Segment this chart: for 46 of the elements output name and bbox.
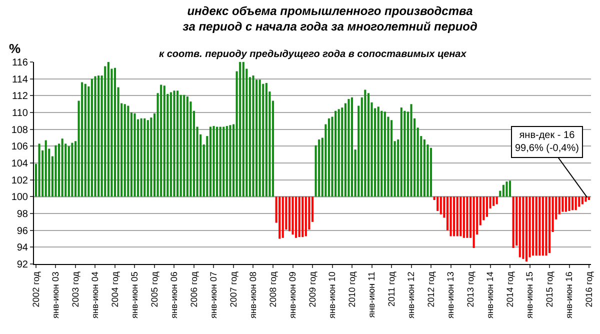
x-tick-label: 2007 год xyxy=(228,270,238,308)
x-tick-label: 2010 год xyxy=(346,270,357,308)
y-tick-label: 94 xyxy=(16,242,28,254)
x-tick-label: 2009 год xyxy=(307,270,318,308)
y-tick-label: 110 xyxy=(12,108,28,119)
x-tick-label: янв-июн 05 xyxy=(130,272,140,318)
x-tick-label: 2003 год xyxy=(70,270,80,308)
y-tick-label: 108 xyxy=(11,124,28,136)
y-tick-label: 104 xyxy=(11,158,28,170)
x-tick-label: янв-июн 07 xyxy=(208,272,219,318)
x-tick-label: янв-июн 09 xyxy=(288,272,298,318)
x-tick-label: 2014 год xyxy=(504,270,515,308)
x-tick-label: 2004 год xyxy=(110,270,120,308)
y-tick-label: 92 xyxy=(16,260,28,270)
x-tick-label: янв-июн 11 xyxy=(366,272,377,318)
x-tick-label: 2006 год xyxy=(188,270,199,308)
x-tick-label: янв-июн 16 xyxy=(564,272,574,318)
x-tick-label: 2015 год xyxy=(544,270,554,308)
x-tick-label: янв-июн 06 xyxy=(169,272,180,318)
y-tick-label: 100 xyxy=(11,192,28,204)
x-tick-label: 2008 год xyxy=(268,270,278,308)
chart-subtitle: к соотв. периоду предыдущего года в сопоставимых ценах xyxy=(159,49,467,60)
y-tick-label: 116 xyxy=(12,58,28,68)
x-tick-label: 2002 год xyxy=(30,270,41,308)
x-tick-label: 2013 год xyxy=(465,270,476,308)
x-tick-label: янв-июн 12 xyxy=(406,272,416,318)
y-tick-label: 106 xyxy=(11,142,28,153)
x-tick-label: янв-июн 03 xyxy=(50,272,61,318)
y-tick-label: 96 xyxy=(16,226,28,237)
chart-title: индекс объема промышленного производства за период с начала года за многолетний период xyxy=(182,4,478,34)
x-tick-label: янв-июн 15 xyxy=(524,272,535,318)
x-tick-label: 2005 год xyxy=(149,270,160,308)
y-axis-title: % xyxy=(9,41,21,56)
annotation: янв-дек - 16 99,6% (-0,4%) xyxy=(515,130,579,154)
x-tick-label: 2012 год xyxy=(426,270,436,308)
x-tick-label: янв-июн 08 xyxy=(248,272,258,318)
y-tick-label: 112 xyxy=(12,91,28,102)
x-tick-label: янв-июн 14 xyxy=(485,272,496,318)
y-tick-label: 114 xyxy=(12,74,28,86)
y-tick-label: 102 xyxy=(11,175,28,186)
x-tick-label: 2016 год xyxy=(584,270,594,308)
x-tick-label: янв-июн 10 xyxy=(327,272,338,318)
x-tick-label: янв-июн 13 xyxy=(446,272,456,318)
x-tick-label: янв-июн 04 xyxy=(90,272,100,318)
y-tick-label: 98 xyxy=(16,209,28,220)
x-tick-label: 2011 год xyxy=(386,270,396,307)
